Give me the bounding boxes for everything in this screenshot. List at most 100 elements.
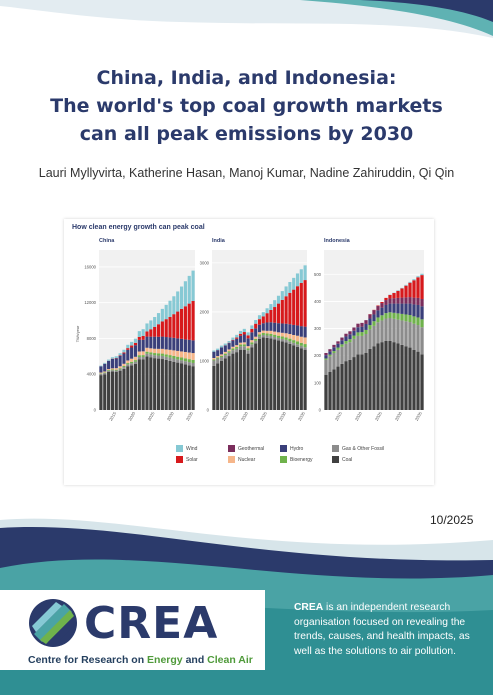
indonesia-bar-hydro-2035	[420, 306, 424, 320]
indonesia-bar-bioenergy-2020	[360, 332, 364, 336]
india-bar-nuclear-2031	[288, 334, 292, 339]
india-bar-wind-2031	[288, 282, 292, 293]
indonesia-bar-coal-2019	[356, 354, 360, 410]
indonesia-bar-geothermal-2018	[352, 327, 356, 331]
china-bar-gas-other-fossil-2023	[145, 353, 149, 357]
china-bar-gas-other-fossil-2025	[153, 355, 157, 359]
india-bar-nuclear-2020	[246, 346, 250, 349]
indonesia-bar-gas-other-fossil-2030	[400, 320, 404, 345]
indonesia-x-tick-label: 2030	[394, 410, 403, 421]
china-bar-coal-2015	[114, 372, 118, 410]
india-bar-bioenergy-2023	[257, 334, 262, 337]
indonesia-bar-gas-other-fossil-2029	[396, 319, 400, 344]
indonesia-bar-hydro-2012	[328, 351, 332, 355]
india-bar-nuclear-2024	[261, 330, 265, 334]
india-bar-solar-2030	[284, 296, 288, 324]
china-bar-coal-2030	[172, 361, 176, 410]
indonesia-bar-coal-2016	[344, 361, 348, 410]
china-bar-wind-2019	[130, 341, 134, 346]
china-bar-solar-2026	[156, 324, 161, 337]
india-bar-bioenergy-2018	[238, 344, 243, 347]
india-bar-coal-2019	[242, 349, 246, 410]
india-bar-bioenergy-2024	[261, 333, 265, 335]
china-bar-hydro-2026	[156, 336, 161, 349]
india-bar-hydro-2033	[295, 325, 300, 336]
india-bar-solar-2034	[299, 283, 303, 327]
india-bar-gas-other-fossil-2027	[273, 336, 277, 340]
india-bar-hydro-2029	[280, 323, 284, 333]
india-bar-coal-2034	[299, 348, 303, 410]
indonesia-bar-geothermal-2024	[376, 306, 380, 311]
india-bar-wind-2017	[235, 334, 239, 338]
china-bar-hydro-2014	[110, 358, 115, 369]
indonesia-bar-coal-2026	[384, 340, 388, 410]
china-y-tick-label: 12000	[84, 300, 96, 305]
india-bar-solar-2021	[250, 328, 254, 333]
india-bar-gas-other-fossil-2016	[231, 350, 235, 354]
china-bar-gas-other-fossil-2026	[156, 355, 161, 359]
legend-swatch	[176, 456, 183, 463]
india-bar-nuclear-2030	[284, 333, 288, 338]
india-bar-nuclear-2034	[299, 336, 303, 343]
indonesia-bar-gas-other-fossil-2019	[356, 335, 360, 355]
india-bar-wind-2014	[223, 343, 227, 346]
india-bar-bioenergy-2032	[292, 340, 296, 343]
legend-swatch	[332, 445, 339, 452]
indonesia-bar-solar-2027	[388, 294, 392, 299]
indonesia-bar-hydro-2025	[380, 307, 384, 316]
china-bar-solar-2031	[176, 311, 180, 339]
china-bar-bioenergy-2032	[179, 357, 184, 361]
indonesia-bar-gas-other-fossil-2011	[324, 359, 328, 375]
indonesia-bar-solar-2033	[412, 280, 416, 298]
china-bar-wind-2035	[191, 270, 195, 302]
crea-desc-name: CREA	[294, 602, 324, 613]
india-bar-wind-2026	[269, 304, 273, 310]
india-bar-gas-other-fossil-2018	[238, 346, 243, 350]
indonesia-bar-geothermal-2019	[356, 323, 360, 328]
china-bar-bioenergy-2028	[164, 354, 168, 357]
indonesia-bar-hydro-2022	[368, 318, 372, 326]
india-bar-gas-other-fossil-2029	[280, 338, 284, 342]
china-bar-hydro-2035	[191, 340, 195, 354]
indonesia-bar-hydro-2018	[352, 330, 356, 336]
india-bar-solar-2019	[242, 332, 246, 335]
indonesia-bar-hydro-2021	[364, 323, 368, 330]
china-bar-solar-2025	[153, 326, 157, 337]
china-bar-bioenergy-2029	[168, 355, 172, 358]
china-bar-hydro-2016	[118, 355, 122, 367]
indonesia-bar-geothermal-2029	[396, 297, 400, 304]
crea-logo-icon	[29, 599, 77, 647]
legend-swatch	[332, 456, 339, 463]
china-bar-solar-2023	[145, 331, 149, 337]
india-bar-wind-2012	[216, 348, 220, 351]
indonesia-bar-coal-2034	[416, 351, 420, 410]
china-bar-hydro-2020	[133, 345, 138, 357]
indonesia-bar-hydro-2026	[384, 304, 388, 314]
indonesia-bar-gas-other-fossil-2025	[380, 320, 384, 343]
indonesia-bar-coal-2024	[376, 343, 380, 410]
india-bar-gas-other-fossil-2015	[227, 352, 231, 357]
indonesia-bar-geothermal-2013	[332, 344, 336, 348]
india-bar-nuclear-2014	[223, 351, 227, 354]
indonesia-bar-bioenergy-2027	[388, 312, 392, 318]
indonesia-x-tick-label: 2035	[414, 410, 423, 421]
china-bar-nuclear-2030	[172, 350, 176, 356]
india-bar-wind-2016	[231, 337, 235, 340]
china-bar-solar-2020	[133, 342, 138, 346]
china-bar-gas-other-fossil-2035	[191, 362, 195, 367]
china-bar-bioenergy-2021	[137, 355, 141, 357]
china-y-tick-label: 16000	[84, 264, 96, 269]
top-wave-teal	[300, 0, 493, 36]
indonesia-x-tick-label: 2025	[374, 410, 383, 421]
china-y-tick-label: 0	[94, 408, 97, 413]
indonesia-bar-hydro-2034	[416, 304, 420, 318]
indonesia-bar-geothermal-2026	[384, 300, 388, 305]
india-bar-wind-2028	[276, 295, 281, 304]
indonesia-bar-solar-2025	[380, 301, 384, 304]
indonesia-bar-coal-2023	[372, 346, 376, 410]
indonesia-bar-solar-2034	[416, 277, 420, 298]
indonesia-bar-bioenergy-2017	[348, 339, 352, 343]
china-bar-wind-2014	[110, 357, 115, 359]
indonesia-bar-gas-other-fossil-2012	[328, 356, 332, 372]
report-date: 10/2025	[430, 513, 474, 527]
